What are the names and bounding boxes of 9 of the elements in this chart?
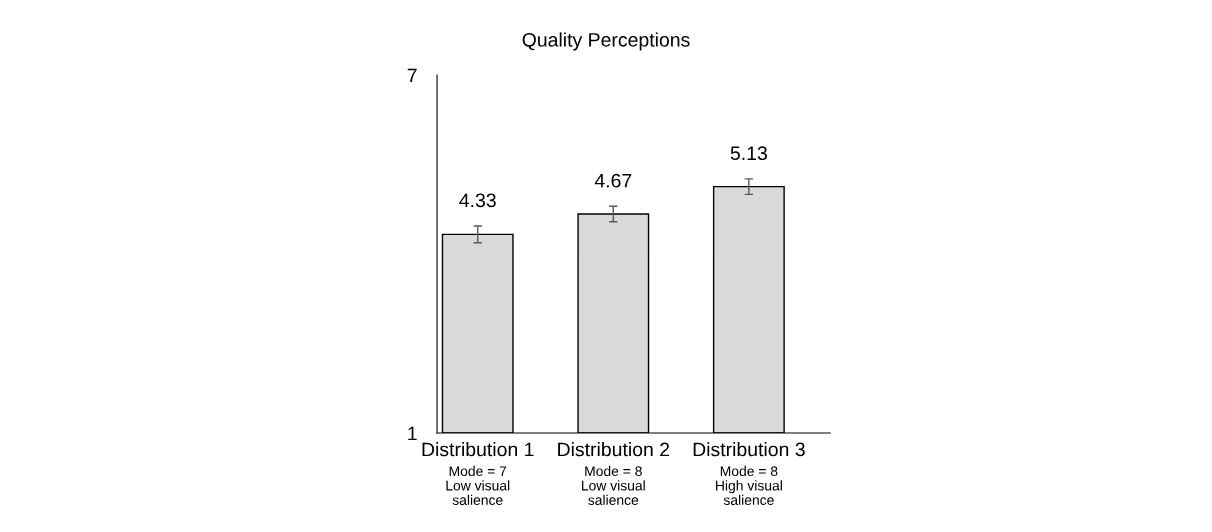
data-label: 5.13: [730, 146, 767, 161]
x-tick-label: Distribution 3 Mode = 8 High visual salience: [693, 442, 805, 505]
y-tick-label: 7: [407, 68, 417, 83]
x-tick-label: Distribution 1 Mode = 7 Low visual salience: [422, 442, 534, 505]
y-tick-label: 1: [408, 426, 417, 441]
chart-title: Quality Perceptions: [522, 32, 690, 51]
x-tick-label: Distribution 2 Mode = 8 Low visual salience: [558, 442, 670, 505]
data-label: 4.67: [594, 173, 632, 188]
data-label: 4.33: [459, 193, 496, 208]
